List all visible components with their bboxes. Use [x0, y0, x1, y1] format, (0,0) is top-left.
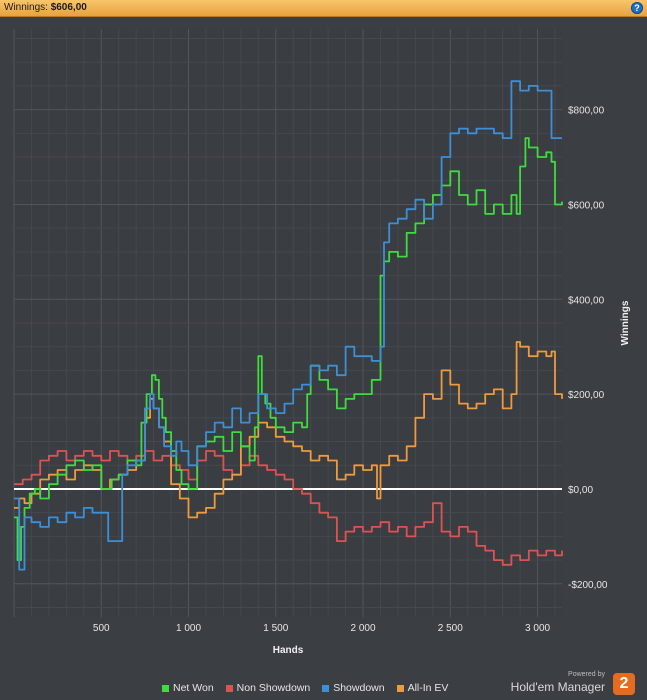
y-tick-label: $800,00 [568, 106, 605, 117]
legend: Net Won Non Showdown Showdown All-In EV [162, 682, 448, 694]
legend-label: Non Showdown [236, 682, 311, 694]
help-icon[interactable]: ? [631, 2, 643, 14]
y-tick-label: $400,00 [568, 295, 605, 306]
legend-label: All-In EV [407, 682, 449, 694]
y-axis-label: Winnings [620, 300, 631, 345]
x-tick-label: 2 000 [351, 623, 376, 634]
legend-swatch [162, 684, 169, 692]
legend-swatch [396, 684, 404, 692]
series-line-showdown [14, 80, 562, 571]
powered-by-text: Powered by [568, 671, 605, 678]
winnings-value: $606,00 [50, 2, 87, 13]
y-tick-label: $600,00 [568, 200, 605, 211]
legend-label: Showdown [333, 682, 385, 694]
legend-swatch [225, 684, 233, 692]
y-tick-label: $0,00 [568, 485, 593, 496]
hm2-badge-icon: 2 [613, 673, 635, 695]
legend-label: Net Won [173, 682, 214, 694]
grid [13, 29, 562, 617]
series-line-non-showdown [14, 450, 563, 566]
legend-non-showdown[interactable]: Non Showdown [225, 682, 311, 694]
winnings-label: Winnings: [4, 2, 48, 13]
x-tick-label: 500 [93, 623, 110, 634]
x-tick-label: 1 000 [176, 623, 201, 634]
series-lines [14, 80, 563, 571]
title-bar: Winnings: $606,00 ? [0, 0, 647, 17]
y-tick-label: $200,00 [568, 390, 605, 401]
x-axis-ticks: 500 1 000 1 500 2 000 2 500 3 000 [93, 623, 551, 634]
x-tick-label: 2 500 [438, 623, 463, 634]
winnings-summary: Winnings: $606,00 [4, 2, 87, 13]
x-tick-label: 3 000 [525, 623, 550, 634]
y-axis-ticks: -$200,00 $0,00 $200,00 $400,00 $600,00 $800,0… [568, 106, 608, 591]
legend-showdown[interactable]: Showdown [322, 682, 385, 694]
x-tick-label: 1 500 [263, 623, 288, 634]
brand-name: Hold'em Manager [510, 680, 605, 694]
legend-swatch [322, 684, 330, 692]
y-tick-label: -$200,00 [568, 580, 608, 591]
legend-net-won[interactable]: Net Won [162, 682, 214, 694]
x-axis-label: Hands [273, 645, 304, 656]
legend-all-in-ev[interactable]: All-In EV [396, 682, 449, 694]
